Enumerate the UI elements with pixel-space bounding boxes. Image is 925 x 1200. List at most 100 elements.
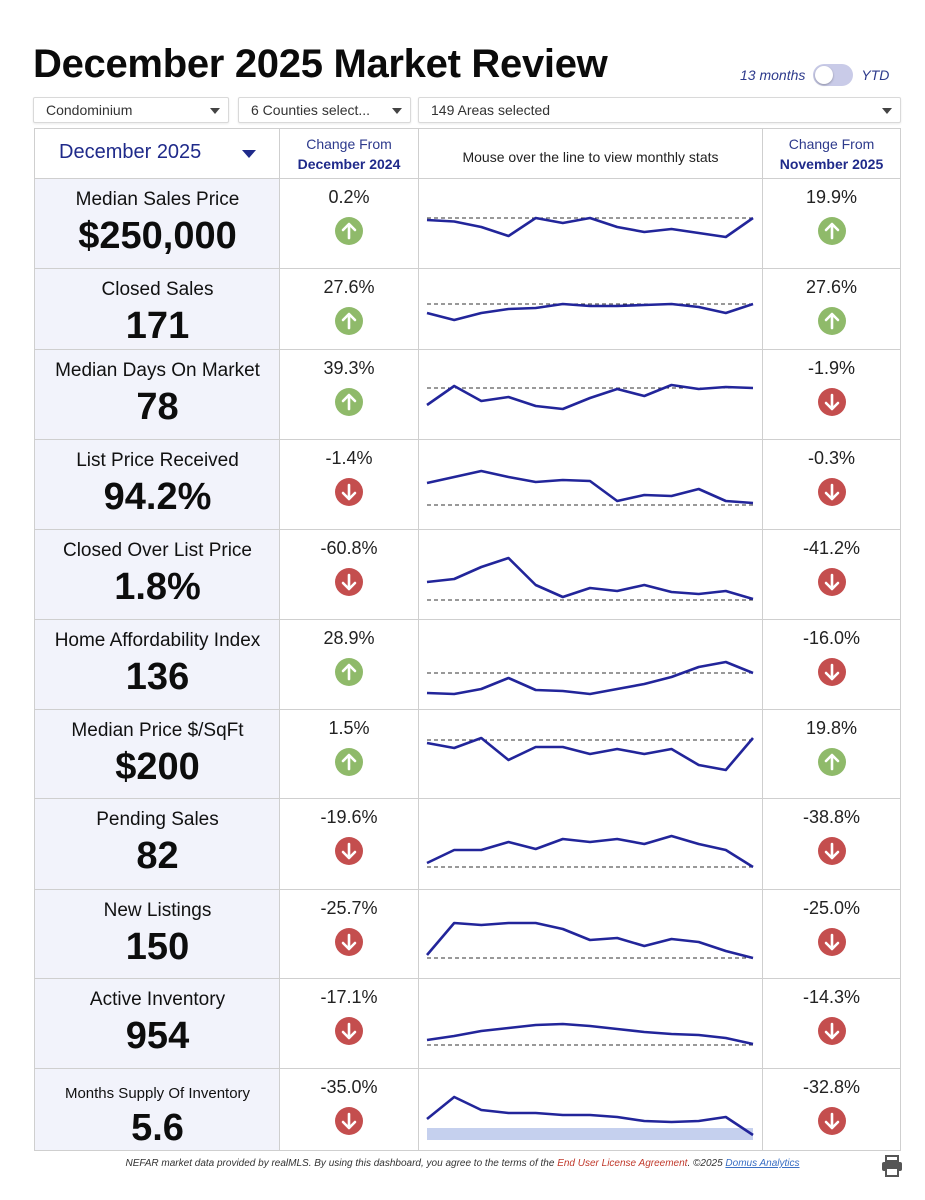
sparkline-chart[interactable] bbox=[419, 269, 763, 350]
metric-value: 136 bbox=[125, 656, 190, 698]
sparkline-series-line[interactable] bbox=[426, 834, 754, 869]
mom-change-cell: -1.9% bbox=[763, 350, 900, 439]
arrow-up-icon bbox=[335, 388, 363, 416]
sparkline-cell[interactable] bbox=[419, 350, 763, 439]
sparkline-cell[interactable] bbox=[419, 440, 763, 529]
toggle-label-13-months[interactable]: 13 months bbox=[740, 67, 806, 83]
change-from-prev-year-header: Change From December 2024 bbox=[280, 129, 419, 178]
sparkline-series-line[interactable] bbox=[426, 556, 754, 601]
metric-value: 78 bbox=[136, 386, 179, 428]
sparkline-chart[interactable] bbox=[419, 799, 763, 890]
sparkline-chart[interactable] bbox=[419, 620, 763, 710]
sparkline-cell[interactable] bbox=[419, 799, 763, 889]
arrow-down-icon bbox=[335, 1017, 363, 1045]
metric-row-closed-over-list-price: Closed Over List Price 1.8% -60.8% -41.2% bbox=[35, 530, 900, 620]
header-change-from-label: Change From bbox=[788, 136, 875, 152]
arrow-up-icon bbox=[335, 217, 363, 245]
sparkline-chart[interactable] bbox=[419, 710, 763, 799]
metric-row-months-supply-of-inventory: Months Supply Of Inventory 5.6 -35.0% -32.8… bbox=[35, 1069, 900, 1150]
mom-change-cell: -38.8% bbox=[763, 799, 900, 889]
sparkline-series-line[interactable] bbox=[426, 921, 754, 960]
yoy-change-percent: -19.6% bbox=[320, 807, 378, 827]
metric-label: List Price Received bbox=[76, 450, 239, 471]
sparkline-cell[interactable] bbox=[419, 179, 763, 268]
mom-change-cell: 19.8% bbox=[763, 710, 900, 798]
mom-change-percent: -1.9% bbox=[807, 358, 856, 378]
metric-value: 150 bbox=[125, 926, 190, 968]
arrow-up-icon bbox=[335, 748, 363, 776]
metric-label: Home Affordability Index bbox=[54, 630, 261, 651]
metric-value: 94.2% bbox=[103, 476, 212, 518]
sparkline-band bbox=[427, 1128, 753, 1140]
footer-text: NEFAR market data provided by realMLS. B… bbox=[125, 1158, 558, 1169]
month-select-cell[interactable]: December 2025 bbox=[35, 129, 280, 178]
sparkline-series-line[interactable] bbox=[426, 302, 754, 322]
domus-analytics-link[interactable]: Domus Analytics bbox=[725, 1158, 800, 1169]
metric-value: $250,000 bbox=[78, 215, 237, 257]
mom-change-percent: 27.6% bbox=[805, 277, 858, 297]
sparkline-cell[interactable] bbox=[419, 1069, 763, 1150]
sparkline-chart[interactable] bbox=[419, 350, 763, 440]
sparkline-series-line[interactable] bbox=[426, 660, 754, 696]
counties-dropdown[interactable]: 6 Counties select... bbox=[238, 97, 411, 123]
metric-row-active-inventory: Active Inventory 954 -17.1% -14.3% bbox=[35, 979, 900, 1069]
sparkline-series-line[interactable] bbox=[426, 383, 754, 411]
counties-value: 6 Counties select... bbox=[251, 102, 371, 118]
yoy-change-percent: 1.5% bbox=[328, 718, 370, 738]
period-toggle-switch[interactable] bbox=[813, 64, 854, 86]
chevron-down-icon bbox=[882, 108, 892, 114]
arrow-down-icon bbox=[335, 478, 363, 506]
mom-change-percent: -0.3% bbox=[807, 448, 856, 468]
arrow-down-icon bbox=[817, 568, 846, 596]
mom-change-cell: -14.3% bbox=[763, 979, 900, 1068]
sparkline-chart[interactable] bbox=[419, 890, 763, 979]
sparkline-cell[interactable] bbox=[419, 890, 763, 978]
header-change-from-label: Change From bbox=[306, 136, 392, 152]
areas-dropdown[interactable]: 149 Areas selected bbox=[418, 97, 901, 123]
arrow-down-icon bbox=[817, 928, 846, 956]
sparkline-cell[interactable] bbox=[419, 710, 763, 798]
sparkline-cell[interactable] bbox=[419, 530, 763, 619]
yoy-change-cell: -25.7% bbox=[280, 890, 419, 978]
sparkline-series-line[interactable] bbox=[426, 736, 754, 772]
property-type-dropdown[interactable]: Condominium bbox=[33, 97, 229, 123]
sparkline-chart[interactable] bbox=[419, 440, 763, 530]
metric-name-cell: List Price Received 94.2% bbox=[35, 440, 280, 529]
sparkline-cell[interactable] bbox=[419, 269, 763, 349]
sparkline-chart[interactable] bbox=[419, 979, 763, 1069]
change-from-prev-month-header: Change From November 2025 bbox=[763, 129, 900, 178]
sparkline-chart[interactable] bbox=[419, 530, 763, 620]
eula-link[interactable]: End User License Agreement bbox=[557, 1158, 688, 1169]
sparkline-chart[interactable] bbox=[419, 179, 763, 269]
metric-value: $200 bbox=[115, 746, 200, 788]
sparkline-series-line[interactable] bbox=[426, 216, 754, 239]
page-title: December 2025 Market Review bbox=[33, 42, 608, 86]
sparkline-series-line[interactable] bbox=[426, 469, 754, 505]
metric-name-cell: Median Sales Price $250,000 bbox=[35, 179, 280, 268]
sparkline-cell[interactable] bbox=[419, 979, 763, 1068]
mom-change-percent: 19.8% bbox=[805, 718, 858, 738]
mom-change-cell: -32.8% bbox=[763, 1069, 900, 1150]
arrow-up-icon bbox=[817, 217, 846, 245]
mom-change-percent: -32.8% bbox=[802, 1077, 861, 1097]
toggle-label-ytd[interactable]: YTD bbox=[861, 67, 890, 83]
arrow-down-icon bbox=[335, 1107, 363, 1135]
arrow-up-icon bbox=[817, 748, 846, 776]
chevron-down-icon bbox=[210, 108, 220, 114]
yoy-change-percent: -60.8% bbox=[320, 538, 378, 558]
yoy-change-percent: -25.7% bbox=[320, 898, 378, 918]
arrow-down-icon bbox=[817, 658, 846, 686]
sparkline-cell[interactable] bbox=[419, 620, 763, 709]
mom-change-percent: -16.0% bbox=[802, 628, 861, 648]
arrow-down-icon bbox=[335, 837, 363, 865]
caret-down-icon[interactable] bbox=[242, 150, 256, 158]
metric-label: Median Days On Market bbox=[55, 360, 260, 381]
yoy-change-percent: -17.1% bbox=[320, 987, 378, 1007]
month-select[interactable]: December 2025 bbox=[59, 141, 202, 163]
metric-name-cell: Pending Sales 82 bbox=[35, 799, 280, 889]
sparkline-chart[interactable] bbox=[419, 1069, 763, 1150]
sparkline-series-line[interactable] bbox=[426, 1095, 754, 1137]
sparkline-series-line[interactable] bbox=[426, 1022, 754, 1046]
mom-change-percent: -41.2% bbox=[802, 538, 861, 558]
print-icon[interactable] bbox=[880, 1154, 904, 1178]
